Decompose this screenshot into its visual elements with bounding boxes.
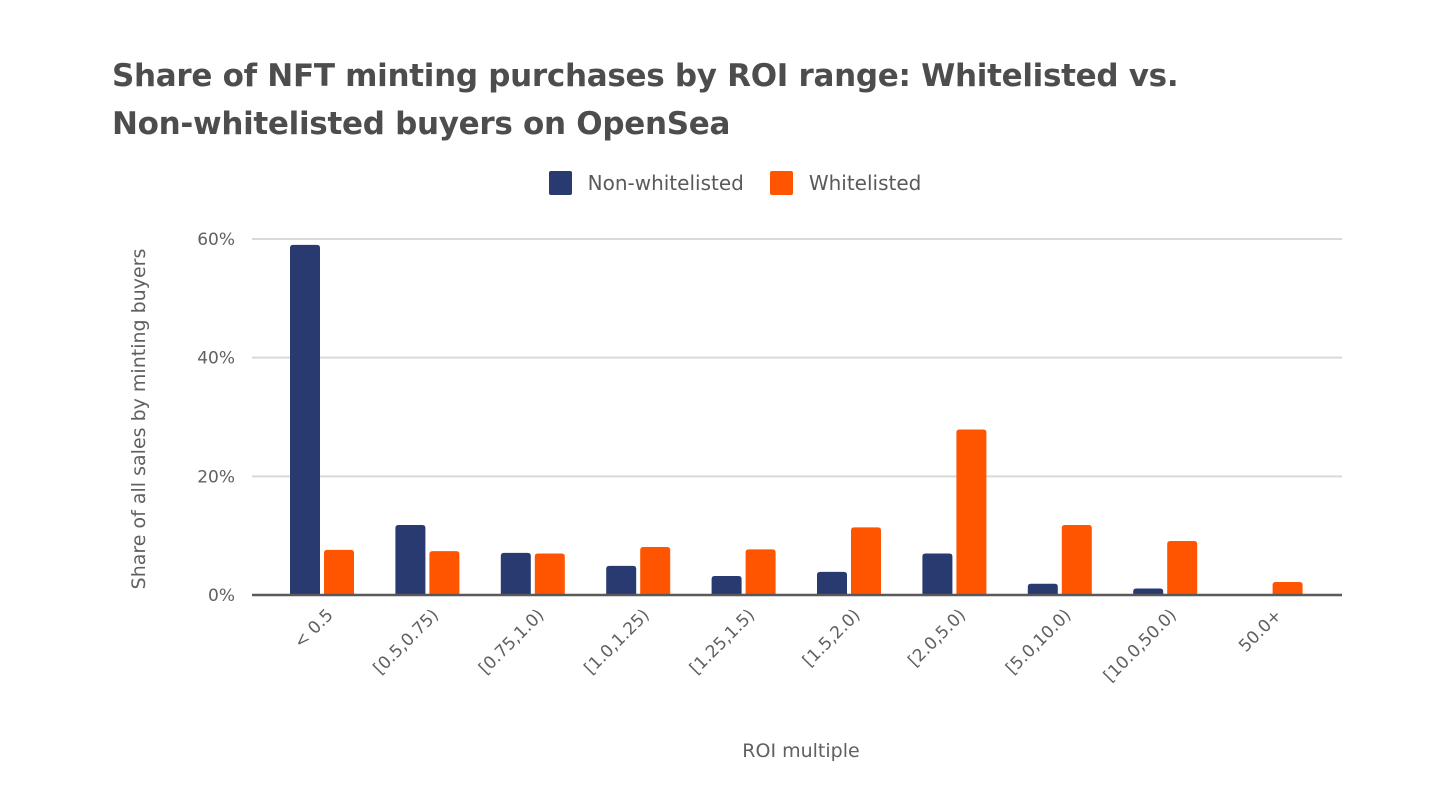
y-tick-label: 20%: [197, 467, 235, 487]
y-axis-title: Share of all sales by minting buyers: [128, 249, 150, 590]
legend-swatch-non-whitelisted: [548, 171, 572, 195]
x-tick-label: [1.0,1.25): [581, 605, 654, 678]
bar-whitelisted: [956, 429, 987, 595]
gridlines: [252, 238, 1342, 478]
y-axis-ticks: 0% 20% 40% 60%: [197, 230, 235, 606]
x-tick-label: < 0.5: [290, 605, 337, 652]
chart-title-line-1: Share of NFT minting purchases by ROI ra…: [112, 58, 1179, 94]
bar-whitelisted: [534, 553, 565, 595]
bar-non-whitelisted: [922, 553, 953, 595]
bar-non-whitelisted: [395, 524, 426, 595]
bar-whitelisted: [324, 549, 354, 595]
legend-label-non-whitelisted: Non-whitelisted: [587, 171, 744, 195]
bar-non-whitelisted: [1027, 583, 1058, 595]
bar-whitelisted: [851, 527, 881, 595]
bar-non-whitelisted: [817, 571, 847, 595]
x-tick-label: [1.25,1.5): [686, 605, 759, 678]
x-tick-label: [2.0,5.0): [904, 605, 970, 671]
bar-whitelisted: [429, 551, 460, 595]
y-tick-label: 60%: [197, 230, 235, 250]
bar-non-whitelisted: [500, 552, 531, 595]
bar-whitelisted: [640, 546, 671, 595]
bar-non-whitelisted: [711, 576, 742, 595]
x-tick-label: [10.0,50.0): [1100, 605, 1181, 686]
x-tick-label: [0.5,0.75): [370, 605, 443, 678]
chart-title: Share of NFT minting purchases by ROI ra…: [112, 52, 1312, 148]
x-axis-ticks: < 0.5 [0.5,0.75) [0.75,1.0) [1.0,1.25) [1.25…: [290, 605, 1286, 686]
bar-whitelisted: [745, 549, 776, 595]
x-tick-label: 50.0+: [1235, 605, 1286, 656]
bar-non-whitelisted: [1133, 588, 1164, 595]
bars: [290, 244, 1303, 595]
y-tick-label: 0%: [208, 586, 235, 606]
x-axis-title: ROI multiple: [742, 740, 859, 762]
legend-label-whitelisted: Whitelisted: [808, 171, 922, 195]
chart-legend: Non-whitelisted Whitelisted: [0, 171, 1440, 195]
y-tick-label: 40%: [197, 349, 235, 369]
x-tick-label: [5.0,10.0): [1002, 605, 1075, 678]
bar-whitelisted: [1061, 524, 1092, 595]
legend-item-whitelisted[interactable]: Whitelisted: [769, 171, 922, 195]
bar-non-whitelisted: [606, 565, 637, 595]
x-tick-label: [0.75,1.0): [475, 605, 548, 678]
legend-swatch-whitelisted: [769, 171, 793, 195]
legend-item-non-whitelisted[interactable]: Non-whitelisted: [548, 171, 744, 195]
bar-whitelisted: [1272, 581, 1303, 595]
x-tick-label: [1.5,2.0): [799, 605, 865, 671]
bar-whitelisted: [1167, 541, 1198, 595]
bar-non-whitelisted: [290, 244, 320, 595]
chart-title-line-2: Non-whitelisted buyers on OpenSea: [112, 106, 731, 142]
